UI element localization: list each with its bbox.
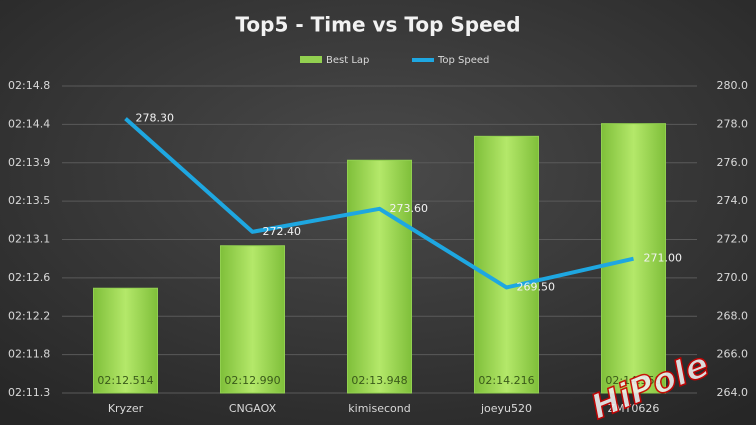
y-tick-label: 02:14.8 — [8, 79, 50, 92]
y2-tick-label: 270.0 — [717, 271, 749, 284]
y2-tick-label: 266.0 — [717, 348, 749, 361]
y2-tick-label: 280.0 — [717, 79, 749, 92]
x-tick-label: CNGAOX — [229, 402, 277, 415]
bar — [601, 123, 666, 394]
bar — [93, 287, 158, 394]
y2-tick-label: 264.0 — [717, 386, 749, 399]
y-tick-label: 02:12.6 — [8, 271, 50, 284]
x-tick-label: joeyu520 — [480, 402, 532, 415]
x-tick-label: Kryzer — [108, 402, 144, 415]
bar — [220, 245, 285, 394]
y-tick-label: 02:13.9 — [8, 156, 50, 169]
y-tick-label: 02:13.5 — [8, 194, 50, 207]
line-value-label: 272.40 — [263, 225, 302, 238]
bar — [347, 159, 412, 394]
legend-label: Top Speed — [437, 55, 489, 66]
y2-tick-label: 268.0 — [717, 309, 749, 322]
legend-swatch — [300, 56, 322, 63]
chart-title: Top5 - Time vs Top Speed — [235, 13, 520, 37]
legend-label: Best Lap — [326, 55, 369, 66]
y-tick-label: 02:14.4 — [8, 117, 50, 130]
bar-value-label: 02:12.990 — [224, 374, 280, 387]
y2-tick-label: 276.0 — [717, 156, 749, 169]
line-value-label: 269.50 — [517, 280, 556, 293]
y-tick-label: 02:13.1 — [8, 233, 50, 246]
y-tick-label: 02:11.3 — [8, 386, 50, 399]
x-tick-label: ZMY0626 — [608, 402, 660, 415]
bar-value-label: 02:14.216 — [478, 374, 534, 387]
x-tick-label: kimisecond — [348, 402, 410, 415]
y-tick-label: 02:11.8 — [8, 348, 50, 361]
y2-tick-label: 278.0 — [717, 117, 749, 130]
y-tick-label: 02:12.2 — [8, 309, 50, 322]
line — [124, 117, 634, 290]
bar-value-label: 02:13.948 — [351, 374, 407, 387]
line-value-label: 278.30 — [136, 112, 175, 125]
line-value-label: 273.60 — [390, 202, 429, 215]
y2-tick-label: 274.0 — [717, 194, 749, 207]
bar-value-label: 02:12.514 — [97, 374, 153, 387]
bar — [474, 135, 539, 394]
bar-value-label: 02:14.358 — [605, 374, 661, 387]
y2-tick-label: 272.0 — [717, 233, 749, 246]
line-value-label: 271.00 — [644, 252, 683, 265]
